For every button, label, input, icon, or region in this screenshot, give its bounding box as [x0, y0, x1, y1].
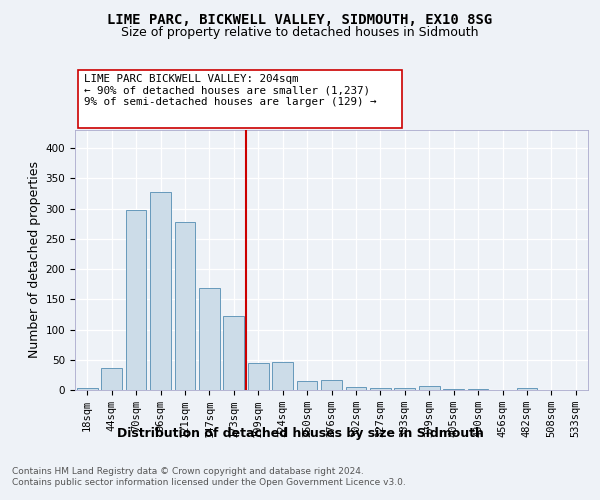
Bar	[77, 388, 98, 390]
Bar	[199, 288, 220, 390]
Y-axis label: Number of detached properties: Number of detached properties	[28, 162, 41, 358]
Text: LIME PARC, BICKWELL VALLEY, SIDMOUTH, EX10 8SG: LIME PARC, BICKWELL VALLEY, SIDMOUTH, EX…	[107, 12, 493, 26]
Bar	[175, 222, 196, 390]
Bar	[346, 387, 367, 390]
Text: LIME PARC BICKWELL VALLEY: 204sqm
← 90% of detached houses are smaller (1,237)
9: LIME PARC BICKWELL VALLEY: 204sqm ← 90% …	[84, 74, 377, 107]
Bar	[443, 389, 464, 390]
Text: Contains HM Land Registry data © Crown copyright and database right 2024.
Contai: Contains HM Land Registry data © Crown c…	[12, 468, 406, 487]
Bar	[223, 316, 244, 390]
Bar	[248, 363, 269, 390]
Bar	[419, 386, 440, 390]
Text: Distribution of detached houses by size in Sidmouth: Distribution of detached houses by size …	[116, 428, 484, 440]
Bar	[394, 388, 415, 390]
Text: Size of property relative to detached houses in Sidmouth: Size of property relative to detached ho…	[121, 26, 479, 39]
Bar	[517, 388, 538, 390]
Bar	[296, 381, 317, 390]
Bar	[272, 362, 293, 390]
Bar	[150, 192, 171, 390]
Bar	[370, 388, 391, 390]
Bar	[101, 368, 122, 390]
Bar	[125, 210, 146, 390]
Bar	[321, 380, 342, 390]
